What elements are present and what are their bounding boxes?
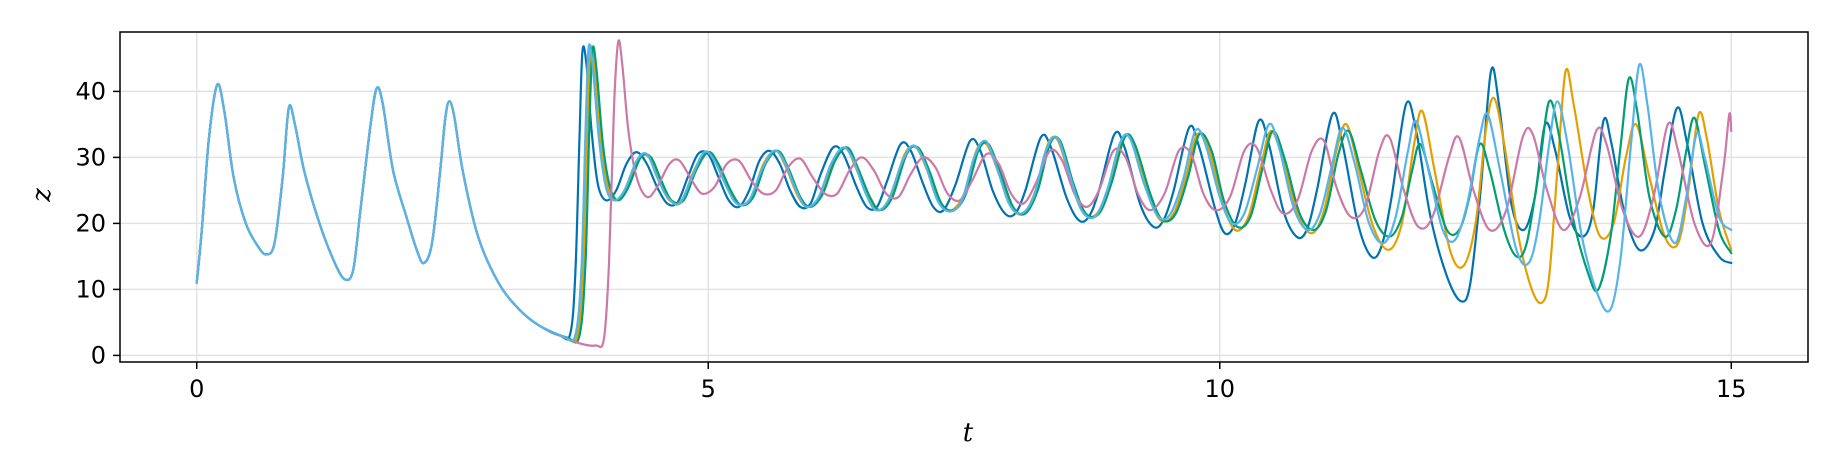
y-tick-label: 40 bbox=[75, 77, 106, 105]
series-lines bbox=[195, 39, 1733, 349]
x-tick-label: 0 bbox=[189, 375, 204, 403]
axis-ticks: 0 5 10 15 0 10 20 30 40 bbox=[75, 77, 1746, 403]
x-axis-label: t bbox=[963, 418, 974, 448]
plot-frame bbox=[119, 31, 1809, 363]
x-tick-label: 10 bbox=[1204, 375, 1235, 403]
y-tick-label: 10 bbox=[75, 275, 106, 303]
series-line-5 bbox=[195, 43, 1733, 343]
x-tick-label: 15 bbox=[1716, 375, 1747, 403]
grid-lines bbox=[120, 32, 1808, 362]
x-tick-label: 5 bbox=[701, 375, 716, 403]
y-tick-label: 30 bbox=[75, 143, 106, 171]
y-axis-label: z bbox=[27, 188, 57, 203]
y-tick-label: 0 bbox=[91, 341, 106, 369]
y-tick-label: 20 bbox=[75, 209, 106, 237]
